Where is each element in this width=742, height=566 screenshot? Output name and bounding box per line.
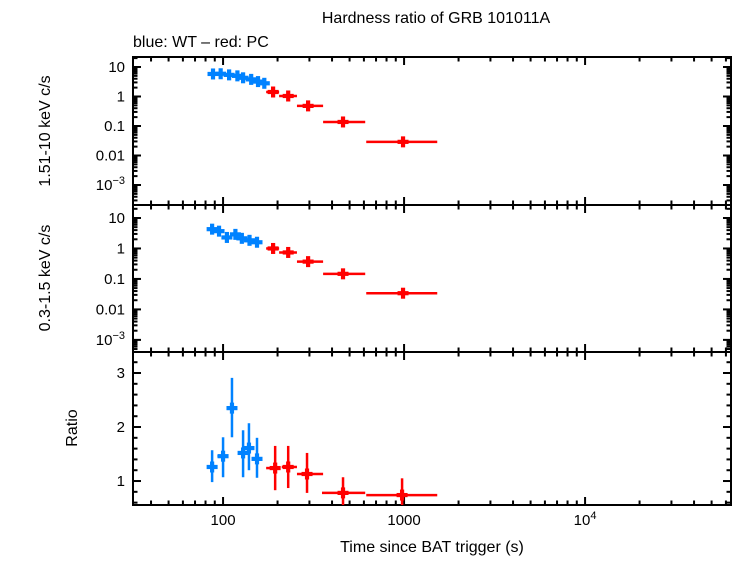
x-tick-label: 1000 xyxy=(387,512,420,529)
panel-data-hard-band xyxy=(207,68,438,148)
panel-frame-ratio xyxy=(132,351,732,506)
y-tick-label-soft-band: 10−3 xyxy=(96,330,125,349)
x-tick-label: 104 xyxy=(574,510,597,529)
y-tick-label-hard-band: 0.01 xyxy=(96,147,125,164)
panel-soft-band: 10 1 0.1 0.01 10−3 xyxy=(96,204,732,353)
panel-frame-soft-band xyxy=(132,204,732,353)
chart-subtitle-legend: blue: WT – red: PC xyxy=(133,34,269,51)
panel-ratio: 1 2 3 xyxy=(117,351,732,506)
y-tick-label-hard-band: 10 xyxy=(108,59,125,76)
y-tick-label-hard-band: 1 xyxy=(117,88,125,105)
y-tick-label-soft-band: 1 xyxy=(117,240,125,257)
y-tick-label-ratio: 1 xyxy=(117,473,125,490)
y-axis-label-ratio: Ratio xyxy=(64,409,81,446)
y-tick-label-ratio: 3 xyxy=(117,365,125,382)
panel-data-ratio xyxy=(206,377,438,505)
y-axis-label-soft-band: 0.3-1.5 keV c/s xyxy=(37,225,54,332)
y-tick-label-hard-band: 0.1 xyxy=(104,118,125,135)
y-tick-label-soft-band: 0.01 xyxy=(96,301,125,318)
chart-title: Hardness ratio of GRB 101011A xyxy=(322,10,551,27)
y-tick-label-soft-band: 0.1 xyxy=(104,271,125,288)
panel-data-soft-band xyxy=(206,223,438,299)
y-tick-label-soft-band: 10 xyxy=(108,210,125,227)
x-tick-label: 100 xyxy=(211,512,236,529)
x-axis-label: Time since BAT trigger (s) xyxy=(340,539,524,556)
panel-hard-band: 10 1 0.1 0.01 10−3 xyxy=(96,56,732,206)
y-tick-label-hard-band: 10−3 xyxy=(96,175,125,194)
y-axis-label-hard-band: 1.51-10 keV c/s xyxy=(37,75,54,186)
y-tick-label-ratio: 2 xyxy=(117,419,125,436)
